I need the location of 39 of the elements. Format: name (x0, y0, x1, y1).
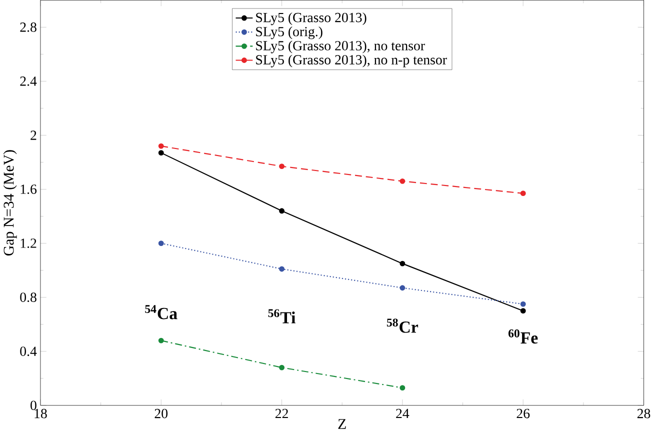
point (158, 338, 164, 344)
x-tick-label: 28 (637, 408, 650, 418)
point (279, 266, 285, 272)
point (279, 208, 285, 214)
y-tick-label: 0 (30, 400, 36, 410)
x-tick-label: 24 (396, 408, 410, 418)
legend-label: SLy5 (Grasso 2013), no tensor (256, 40, 425, 54)
annotation: $^{60}$Fe (508, 329, 538, 344)
x-tick-label: 26 (516, 408, 530, 418)
annotation: $^{58}$Cr (386, 318, 418, 333)
annotation: $^{56}$Ti (268, 309, 296, 324)
point (158, 240, 164, 246)
y-axis-title: Gap N=34 (MeV) (3, 150, 17, 256)
y-tick-label: 1.2 (20, 238, 36, 248)
point (279, 164, 285, 169)
y-tick-label: 2.8 (20, 22, 36, 32)
legend-label: SLy5 (Grasso 2013), no n-p tensor (256, 54, 447, 68)
point (400, 285, 406, 291)
point (520, 190, 526, 196)
legend-label: SLy5 (orig.) (256, 26, 322, 40)
point (520, 308, 526, 314)
x-axis-title: Z (338, 419, 346, 429)
x-tick-label: 22 (275, 408, 288, 418)
legend-label: SLy5 (Grasso 2013) (256, 12, 366, 26)
x-tick-label: 18 (34, 408, 47, 418)
y-tick-label: 2 (30, 130, 36, 140)
point (279, 364, 285, 370)
point (400, 260, 406, 266)
point (400, 385, 406, 390)
y-tick-label: 1.6 (20, 184, 37, 194)
y-tick-label: 0.4 (20, 346, 37, 356)
point (158, 143, 164, 149)
point (158, 150, 164, 156)
annotation: $^{54}$Ca (145, 305, 178, 320)
y-tick-label: 2.4 (20, 76, 37, 86)
x-tick-label: 20 (154, 408, 168, 418)
y-tick-label: 0.8 (20, 292, 36, 302)
point (520, 301, 526, 307)
point (400, 178, 406, 184)
